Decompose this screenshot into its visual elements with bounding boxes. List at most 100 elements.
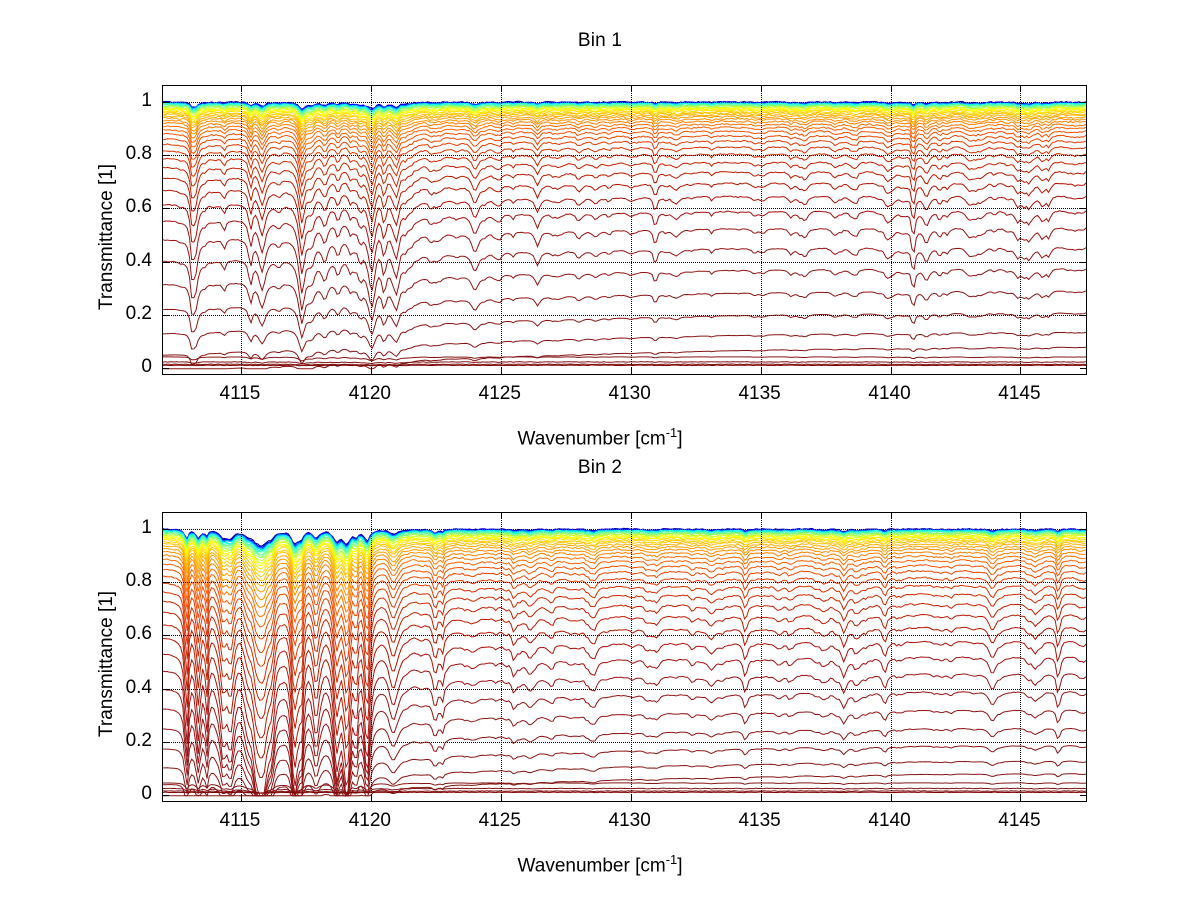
spectrum-curve: [163, 692, 1086, 796]
spectrum-curve: [163, 211, 1086, 274]
x-tick-mark: [1020, 795, 1022, 801]
x-tick-mark: [370, 86, 372, 92]
spectrum-curve: [163, 560, 1086, 627]
spectrum-curve: [163, 548, 1086, 599]
spectrum-curve: [163, 109, 1086, 122]
y-axis-label-bin-2: Transmittance [1]: [96, 590, 117, 737]
spectrum-curve: [163, 792, 1086, 793]
spectrum-curve: [163, 603, 1086, 718]
x-tick-label: 4120: [348, 383, 391, 404]
x-tick-mark: [890, 368, 892, 374]
spectrum-curve: [163, 791, 1086, 794]
panel-bin-1: Bin 1 4115 4120 4125 4130 4135 4140 4145 0 0.2 0.…: [96, 30, 1087, 450]
spectrum-curve: [163, 555, 1086, 616]
spectrum-curve: [163, 116, 1086, 135]
spectrum-curve: [163, 585, 1086, 683]
spectrum-curve: [163, 577, 1086, 666]
spectrum-curve: [163, 111, 1086, 127]
x-tick-mark: [240, 513, 242, 519]
spectrum-curve: [163, 127, 1086, 154]
y-tick-label: 1: [141, 516, 152, 538]
x-tick-label: 4145: [998, 810, 1041, 831]
spectrum-curve: [163, 746, 1086, 796]
y-tick-mark: [1080, 635, 1086, 637]
spectrum-curve: [163, 183, 1086, 239]
spectrum-curve: [163, 131, 1086, 160]
spectra-curves-bin-1: [163, 86, 1086, 374]
y-tick-mark: [163, 368, 169, 370]
x-tick-mark: [890, 513, 892, 519]
spectrum-curve: [163, 332, 1086, 364]
spectrum-curve: [163, 269, 1086, 324]
y-tick-mark: [163, 741, 169, 743]
spectrum-curve: [163, 538, 1086, 572]
spectra-curves-bin-2: [163, 513, 1086, 801]
spectrum-curve: [163, 140, 1086, 176]
x-axis-label-exponent: -1: [665, 425, 678, 440]
x-axis-label-bracket: ]: [677, 855, 683, 877]
spectrum-curve: [163, 108, 1086, 121]
x-tick-mark: [630, 513, 632, 519]
x-tick-mark: [370, 795, 372, 801]
spectrum-curve: [163, 627, 1086, 758]
spectrum-curve: [163, 362, 1086, 364]
y-tick-label: 0.8: [125, 143, 152, 165]
plot-area-bin-1: [162, 85, 1087, 375]
x-tick-label: 4145: [998, 383, 1041, 404]
panel-title-bin-2: Bin 2: [577, 457, 623, 478]
x-axis-label-text: Wavenumber [cm: [517, 428, 666, 450]
x-tick-mark: [240, 795, 242, 801]
spectrum-curve: [163, 674, 1086, 796]
x-tick-mark: [500, 513, 502, 519]
spectrum-curve: [163, 135, 1086, 168]
y-tick-mark: [1080, 314, 1086, 316]
x-tick-mark: [370, 368, 372, 374]
spectrum-curve: [163, 313, 1086, 352]
spectrum-curve: [163, 571, 1086, 653]
spectrum-curve: [163, 118, 1086, 140]
spectrum-curve: [163, 228, 1086, 294]
y-tick-mark: [1080, 741, 1086, 743]
spectrum-curve: [163, 113, 1086, 130]
x-axis-label-exponent: -1: [665, 852, 678, 867]
x-axis-label-bin-2: Wavenumber [cm-1]: [0, 852, 1200, 877]
y-tick-label: 0: [141, 783, 152, 805]
x-tick-mark: [1020, 368, 1022, 374]
spectrum-curve: [163, 536, 1086, 566]
x-tick-mark: [890, 86, 892, 92]
x-tick-label: 4125: [478, 810, 521, 831]
x-tick-label: 4125: [478, 383, 521, 404]
spectrum-curve: [163, 531, 1086, 552]
x-tick-mark: [890, 795, 892, 801]
spectrum-curve: [163, 543, 1086, 586]
spectrum-curve: [163, 534, 1086, 561]
y-tick-label: 0: [141, 356, 152, 378]
y-tick-label: 0.4: [125, 676, 152, 698]
y-tick-label: 0.2: [125, 729, 152, 751]
x-tick-mark: [240, 368, 242, 374]
spectrum-curve: [163, 291, 1086, 338]
spectrum-curve: [163, 124, 1086, 149]
spectrum-curve: [163, 541, 1086, 581]
spectrum-curve: [163, 657, 1086, 796]
y-tick-mark: [1080, 155, 1086, 157]
y-tick-label: 1: [141, 89, 152, 111]
spectrum-curve: [163, 783, 1086, 793]
x-tick-mark: [500, 368, 502, 374]
x-tick-mark: [370, 513, 372, 519]
spectrum-curve: [163, 641, 1086, 777]
y-tick-mark: [163, 155, 169, 157]
x-tick-label: 4120: [348, 810, 391, 831]
y-tick-label: 0.4: [125, 249, 152, 271]
y-tick-label: 0.6: [125, 623, 152, 645]
spectrum-curve: [163, 114, 1086, 132]
y-tick-mark: [163, 528, 169, 530]
x-tick-label: 4115: [219, 810, 261, 831]
y-tick-mark: [1080, 368, 1086, 370]
y-tick-mark: [163, 314, 169, 316]
spectrum-curve: [163, 552, 1086, 607]
y-tick-mark: [1080, 795, 1086, 797]
y-tick-mark: [163, 582, 169, 584]
spectrum-curve: [163, 761, 1086, 796]
